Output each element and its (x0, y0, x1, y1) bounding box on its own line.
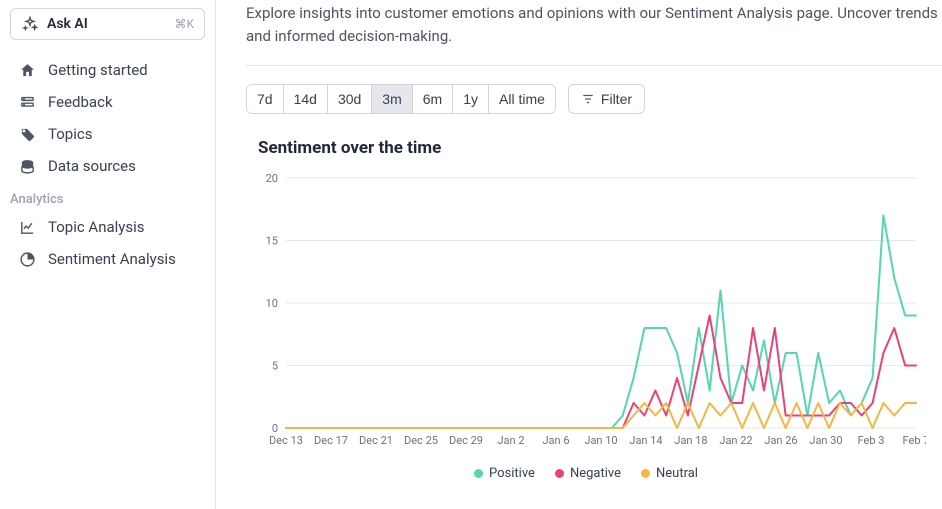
legend-negative[interactable]: Negative (555, 466, 621, 481)
tag-icon (18, 125, 36, 143)
legend-label: Neutral (656, 466, 698, 481)
sidebar-item-topics[interactable]: Topics (10, 118, 205, 150)
svg-text:Dec 21: Dec 21 (359, 434, 393, 447)
sidebar-section-analytics: Analytics (10, 182, 205, 211)
controls-row: 7d14d30d3m6m1yAll time Filter (246, 84, 942, 114)
feedback-icon (18, 93, 36, 111)
svg-text:Jan 22: Jan 22 (719, 434, 752, 447)
sidebar-item-label: Sentiment Analysis (48, 250, 176, 268)
range-3m[interactable]: 3m (372, 85, 412, 113)
range-alltime[interactable]: All time (489, 85, 555, 113)
svg-text:Jan 14: Jan 14 (629, 434, 662, 447)
sentiment-chart: 05101520Dec 13Dec 17Dec 21Dec 25Dec 29Ja… (246, 168, 926, 498)
range-6m[interactable]: 6m (413, 85, 453, 113)
sidebar-item-feedback[interactable]: Feedback (10, 86, 205, 118)
sidebar: Ask AI ⌘K Getting started Feedback Topic… (0, 0, 216, 509)
svg-text:Jan 30: Jan 30 (809, 434, 842, 447)
sidebar-item-label: Getting started (48, 61, 148, 79)
range-30d[interactable]: 30d (328, 85, 372, 113)
chart-legend: Positive Negative Neutral (246, 466, 926, 481)
sidebar-item-data-sources[interactable]: Data sources (10, 150, 205, 182)
svg-text:Dec 29: Dec 29 (449, 434, 483, 447)
legend-dot-icon (555, 469, 564, 478)
legend-neutral[interactable]: Neutral (641, 466, 698, 481)
svg-text:Jan 18: Jan 18 (674, 434, 707, 447)
sidebar-item-label: Topics (48, 125, 92, 143)
ask-ai-label: Ask AI (47, 16, 88, 32)
filter-icon (581, 92, 595, 106)
svg-text:Dec 25: Dec 25 (404, 434, 438, 447)
sidebar-item-sentiment-analysis[interactable]: Sentiment Analysis (10, 243, 205, 275)
ask-ai-shortcut: ⌘K (174, 17, 194, 31)
main-content: Explore insights into customer emotions … (216, 0, 942, 509)
pie-chart-icon (18, 250, 36, 268)
sidebar-item-label: Feedback (48, 93, 113, 111)
legend-label: Negative (570, 466, 621, 481)
sidebar-item-topic-analysis[interactable]: Topic Analysis (10, 211, 205, 243)
svg-text:Feb 3: Feb 3 (858, 434, 885, 447)
filter-label: Filter (601, 91, 632, 107)
ask-ai-button[interactable]: Ask AI ⌘K (10, 8, 205, 40)
svg-text:Jan 10: Jan 10 (584, 434, 617, 447)
svg-text:20: 20 (266, 172, 278, 185)
legend-dot-icon (641, 469, 650, 478)
sparkle-icon (21, 15, 39, 33)
svg-text:10: 10 (266, 297, 278, 310)
chart-line-icon (18, 218, 36, 236)
filter-button[interactable]: Filter (568, 84, 645, 114)
sidebar-item-label: Topic Analysis (48, 218, 145, 236)
svg-text:Jan 26: Jan 26 (764, 434, 797, 447)
svg-text:Jan 2: Jan 2 (497, 434, 524, 447)
home-icon (18, 61, 36, 79)
svg-text:Dec 17: Dec 17 (314, 434, 348, 447)
svg-text:15: 15 (266, 235, 278, 248)
legend-positive[interactable]: Positive (474, 466, 535, 481)
range-14d[interactable]: 14d (284, 85, 328, 113)
divider (246, 65, 942, 66)
time-range-segment: 7d14d30d3m6m1yAll time (246, 84, 556, 114)
legend-label: Positive (489, 466, 535, 481)
svg-text:Feb 7: Feb 7 (903, 434, 926, 447)
svg-text:Jan 6: Jan 6 (542, 434, 569, 447)
range-7d[interactable]: 7d (247, 85, 284, 113)
chart-title: Sentiment over the time (258, 138, 942, 158)
range-1y[interactable]: 1y (453, 85, 489, 113)
sidebar-item-getting-started[interactable]: Getting started (10, 54, 205, 86)
sidebar-item-label: Data sources (48, 157, 136, 175)
legend-dot-icon (474, 469, 483, 478)
svg-text:Dec 13: Dec 13 (269, 434, 303, 447)
svg-text:5: 5 (272, 360, 278, 373)
page-intro: Explore insights into customer emotions … (246, 0, 942, 65)
database-icon (18, 157, 36, 175)
